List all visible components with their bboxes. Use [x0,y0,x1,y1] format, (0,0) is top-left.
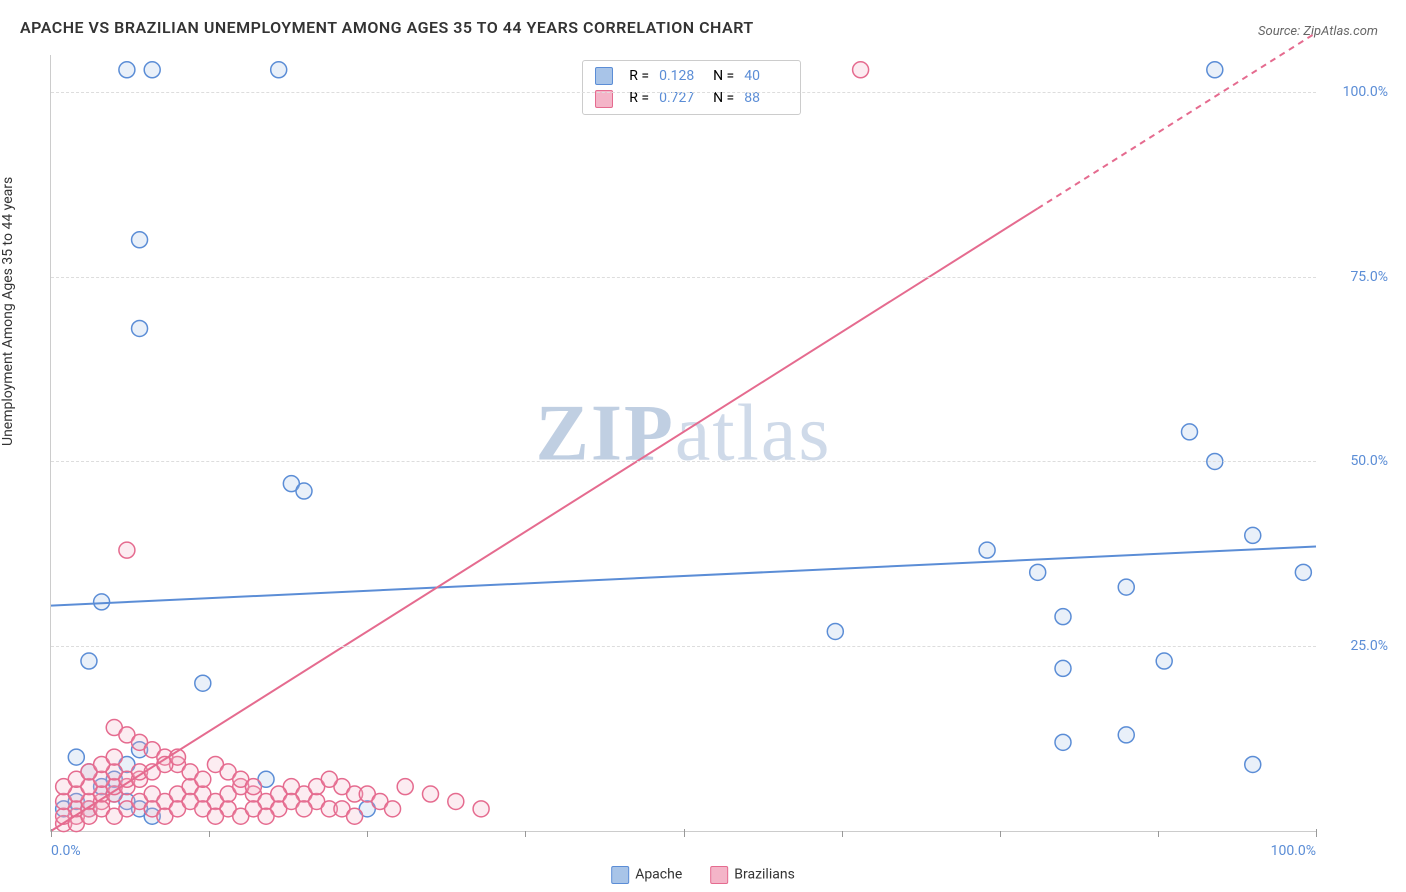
scatter-point [321,771,337,787]
scatter-point [347,808,363,824]
stats-r-label: R = [629,65,649,87]
scatter-point [106,749,122,765]
source-attribution: Source: ZipAtlas.com [1258,24,1378,39]
scatter-point [1182,424,1198,440]
scatter-point [296,801,312,817]
legend-item: Apache [611,866,682,884]
x-tick [1316,829,1317,837]
x-tick [684,829,685,837]
legend-label: Apache [635,867,682,883]
scatter-point [195,675,211,691]
stats-n-label: N = [713,65,734,87]
x-tick-minor [367,831,368,837]
scatter-point [397,779,413,795]
stats-row: R = 0.128 N = 40 [595,65,788,87]
legend-item: Brazilians [710,866,795,884]
scatter-point [195,771,211,787]
x-tick-minor [1158,831,1159,837]
scatter-point [1055,734,1071,750]
scatter-point [132,320,148,336]
legend-label: Brazilians [734,867,795,883]
scatter-point [271,62,287,78]
bottom-legend: Apache Brazilians [611,866,795,884]
stats-n-label: N = [713,87,734,109]
stats-r-value: 0.727 [659,87,703,109]
scatter-point [385,801,401,817]
x-tick-label: 0.0% [51,843,81,859]
x-tick-minor [209,831,210,837]
scatter-point [144,62,160,78]
scatter-point [245,779,261,795]
x-tick-minor [842,831,843,837]
scatter-point [119,542,135,558]
scatter-point [1030,564,1046,580]
chart-title: APACHE VS BRAZILIAN UNEMPLOYMENT AMONG A… [20,18,754,37]
y-tick-label: 50.0% [1350,453,1388,469]
scatter-point [119,62,135,78]
scatter-point [1055,609,1071,625]
scatter-point [1245,527,1261,543]
x-tick-label: 100.0% [1271,843,1316,859]
plot-area: ZIPatlas R =0.128N =40R =0.727N =88 25.0… [50,55,1316,832]
stats-n-value: 88 [744,87,788,109]
scatter-point [258,808,274,824]
scatter-point [448,793,464,809]
scatter-point [827,623,843,639]
x-tick-minor [525,831,526,837]
trend-line [51,208,1038,831]
scatter-point [94,594,110,610]
scatter-point [1156,653,1172,669]
x-tick [51,829,52,837]
trend-line [51,546,1316,605]
legend-swatch [611,866,629,884]
gridline-h [51,461,1316,462]
legend-swatch [595,67,613,85]
scatter-point [979,542,995,558]
stats-n-value: 40 [744,65,788,87]
stats-legend-box: R = 0.128 N = 40 R = 0.727 N = 88 [582,60,801,115]
stats-row: R = 0.727 N = 88 [595,87,788,109]
gridline-h [51,277,1316,278]
scatter-point [1118,579,1134,595]
stats-r-value: 0.128 [659,65,703,87]
scatter-point [1055,660,1071,676]
scatter-point [68,749,84,765]
stats-r-label: R = [629,87,649,109]
y-tick-label: 25.0% [1350,638,1388,654]
scatter-point [132,232,148,248]
scatter-point [207,808,223,824]
legend-swatch [710,866,728,884]
chart-svg [51,55,1316,831]
scatter-point [423,786,439,802]
scatter-point [1207,62,1223,78]
y-axis-label: Unemployment Among Ages 35 to 44 years [0,177,16,446]
scatter-point [1295,564,1311,580]
gridline-h [51,646,1316,647]
scatter-point [1118,727,1134,743]
scatter-point [1245,756,1261,772]
scatter-point [81,653,97,669]
scatter-point [853,62,869,78]
trend-line-dashed [1038,33,1316,209]
x-tick-minor [1000,831,1001,837]
y-tick-label: 100.0% [1343,84,1388,100]
scatter-point [296,483,312,499]
scatter-point [473,801,489,817]
gridline-h [51,92,1316,93]
y-tick-label: 75.0% [1350,269,1388,285]
